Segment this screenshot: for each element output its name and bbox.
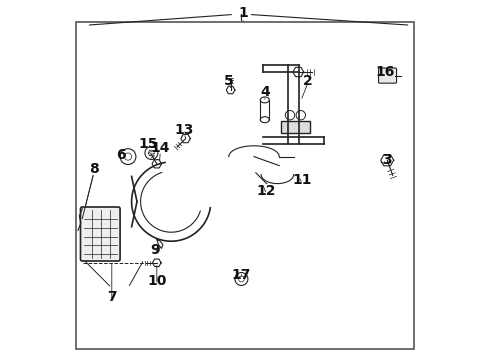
Text: 16: 16 xyxy=(376,65,395,79)
Text: 7: 7 xyxy=(107,290,117,304)
Text: 13: 13 xyxy=(174,123,194,136)
Text: 14: 14 xyxy=(150,141,170,154)
Text: 5: 5 xyxy=(224,74,234,88)
Text: 2: 2 xyxy=(303,74,313,88)
FancyBboxPatch shape xyxy=(80,207,120,261)
Text: 12: 12 xyxy=(257,184,276,198)
Text: 17: 17 xyxy=(232,269,251,282)
Text: 8: 8 xyxy=(89,162,98,176)
Text: 1: 1 xyxy=(238,6,248,19)
Text: 3: 3 xyxy=(382,153,392,167)
Text: 9: 9 xyxy=(150,243,160,257)
Text: 4: 4 xyxy=(260,85,270,99)
Text: 6: 6 xyxy=(116,148,125,162)
Text: 15: 15 xyxy=(138,137,158,151)
Text: 10: 10 xyxy=(147,274,167,288)
Text: 11: 11 xyxy=(293,173,312,187)
Bar xyxy=(281,121,310,133)
FancyBboxPatch shape xyxy=(379,68,396,83)
